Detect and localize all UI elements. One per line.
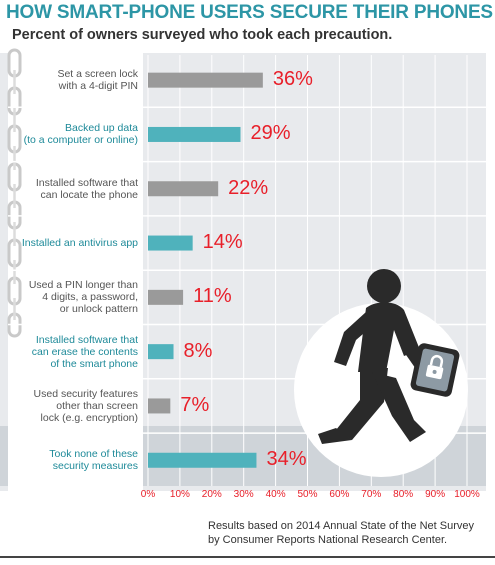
chart-subtitle: Percent of owners surveyed who took each… [12, 27, 393, 43]
bar-8 [148, 452, 257, 468]
x-tick-label: 20% [201, 489, 222, 500]
value-label-1: 36% [272, 68, 313, 91]
value-label-3: 22% [228, 176, 269, 199]
x-tick-label: 10% [169, 489, 190, 500]
bar-4 [148, 235, 193, 251]
x-tick-label: 100% [454, 489, 480, 500]
bottom-divider [0, 556, 495, 558]
bar-6 [148, 344, 174, 360]
value-label-2: 29% [250, 122, 291, 145]
x-tick-label: 80% [393, 489, 414, 500]
category-label-8: Took none of these security measures [49, 448, 138, 473]
x-tick-label: 0% [140, 489, 156, 500]
bars [148, 72, 263, 468]
x-tick-label: 60% [329, 489, 350, 500]
x-tick-label: 90% [425, 489, 446, 500]
value-label-5: 11% [193, 285, 232, 308]
category-label-1: Set a screen lock with a 4-digit PIN [57, 68, 138, 93]
value-label-8: 34% [266, 448, 307, 471]
x-tick-label: 70% [361, 489, 382, 500]
x-tick-label: 40% [265, 489, 286, 500]
chart-title: HOW SMART-PHONE USERS SECURE THEIR PHONE… [6, 2, 493, 23]
bar-5 [148, 289, 184, 305]
label-column [8, 53, 143, 491]
bar-1 [148, 72, 263, 88]
category-label-5: Used a PIN longer than 4 digits, a passw… [28, 279, 138, 316]
category-label-2: Backed up data (to a computer or online) [23, 122, 138, 147]
bar-2 [148, 126, 241, 142]
person-walking-with-locked-tablet-icon [294, 269, 468, 477]
value-label-6: 8% [183, 339, 213, 362]
category-label-6: Installed software that can erase the co… [31, 333, 138, 370]
x-tick-label: 50% [297, 489, 318, 500]
bar-7 [148, 398, 171, 414]
value-label-7: 7% [180, 393, 210, 416]
category-label-7: Used security features other than screen… [33, 387, 138, 424]
bar-3 [148, 181, 219, 197]
value-label-4: 14% [202, 231, 243, 254]
category-label-4: Installed an antivirus app [21, 237, 138, 250]
category-label-3: Installed software that can locate the p… [35, 176, 138, 201]
x-tick-label: 30% [233, 489, 254, 500]
source-note: Results based on 2014 Annual State of th… [208, 520, 475, 546]
